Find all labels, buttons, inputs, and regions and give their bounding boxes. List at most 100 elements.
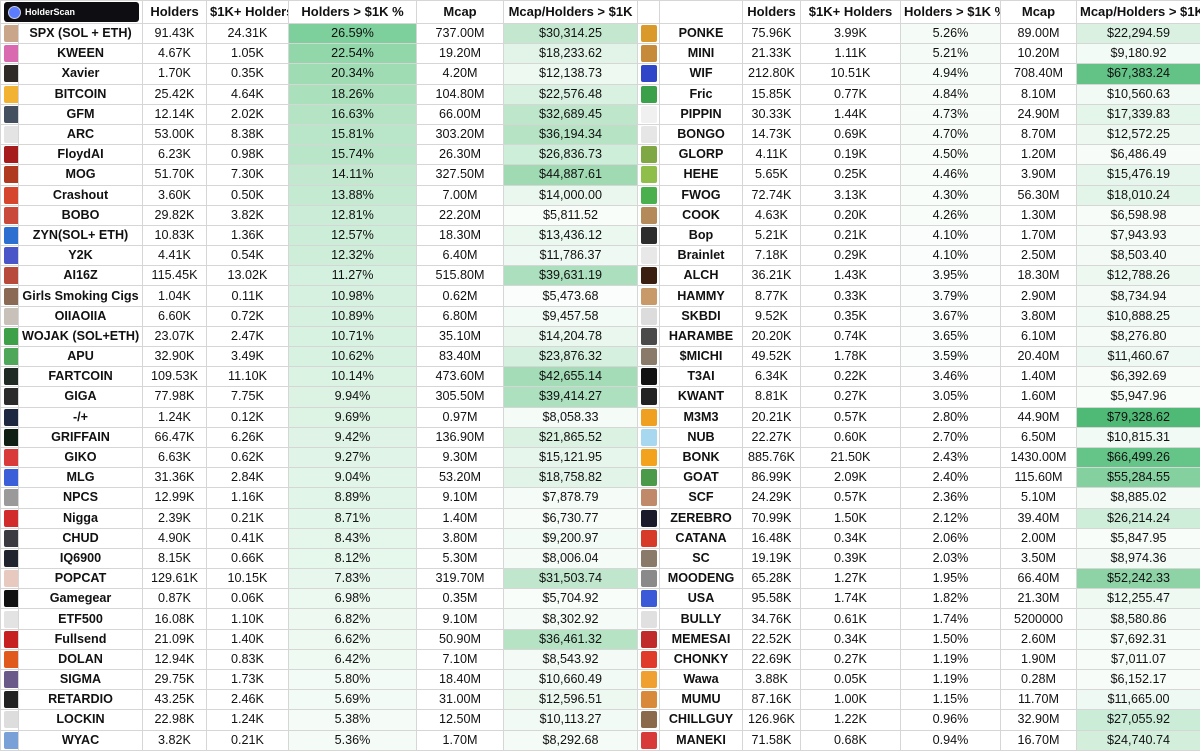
k-holders-cell[interactable]: 0.22K — [801, 367, 901, 387]
holders-cell[interactable]: 10.83K — [143, 225, 207, 245]
pct-cell[interactable]: 5.26% — [901, 24, 1001, 44]
ratio-cell[interactable]: $15,476.19 — [1077, 165, 1200, 185]
k-holders-cell[interactable]: 0.35K — [801, 306, 901, 326]
mcap-cell[interactable]: 1.60M — [1001, 387, 1077, 407]
token-name-cell[interactable]: HARAMBE — [660, 326, 743, 346]
ratio-cell[interactable]: $18,233.62 — [504, 44, 638, 64]
pct-cell[interactable]: 22.54% — [289, 44, 417, 64]
pct-cell[interactable]: 16.63% — [289, 104, 417, 124]
holders-cell[interactable]: 86.99K — [743, 468, 801, 488]
ratio-cell[interactable]: $26,214.24 — [1077, 508, 1200, 528]
ratio-cell[interactable]: $5,947.96 — [1077, 387, 1200, 407]
pct-cell[interactable]: 3.46% — [901, 367, 1001, 387]
token-name-cell[interactable]: ARC — [19, 124, 143, 144]
pct-cell[interactable]: 2.80% — [901, 407, 1001, 427]
pct-cell[interactable]: 3.59% — [901, 347, 1001, 367]
holders-cell[interactable]: 12.14K — [143, 104, 207, 124]
ratio-cell[interactable]: $67,383.24 — [1077, 64, 1200, 84]
holders-cell[interactable]: 5.21K — [743, 225, 801, 245]
ratio-cell[interactable]: $10,113.27 — [504, 710, 638, 730]
pct-cell[interactable]: 10.14% — [289, 367, 417, 387]
pct-cell[interactable]: 10.89% — [289, 306, 417, 326]
holders-cell[interactable]: 20.21K — [743, 407, 801, 427]
ratio-cell[interactable]: $10,815.31 — [1077, 427, 1200, 447]
holders-cell[interactable]: 8.15K — [143, 548, 207, 568]
ratio-cell[interactable]: $42,655.14 — [504, 367, 638, 387]
k-holders-cell[interactable]: 1.11K — [801, 44, 901, 64]
pct-cell[interactable]: 5.36% — [289, 730, 417, 750]
k-holders-cell[interactable]: 0.20K — [801, 205, 901, 225]
pct-cell[interactable]: 4.73% — [901, 104, 1001, 124]
k-holders-cell[interactable]: 0.60K — [801, 427, 901, 447]
holders-cell[interactable]: 12.94K — [143, 649, 207, 669]
k-holders-cell[interactable]: 0.50K — [207, 185, 289, 205]
k-holders-cell[interactable]: 0.69K — [801, 124, 901, 144]
mcap-cell[interactable]: 1.40M — [1001, 367, 1077, 387]
k-holders-cell[interactable]: 2.84K — [207, 468, 289, 488]
ratio-cell[interactable]: $21,865.52 — [504, 427, 638, 447]
holders-cell[interactable]: 8.77K — [743, 286, 801, 306]
pct-cell[interactable]: 15.74% — [289, 145, 417, 165]
mcap-cell[interactable]: 1.20M — [1001, 145, 1077, 165]
holders-cell[interactable]: 115.45K — [143, 266, 207, 286]
pct-cell[interactable]: 6.62% — [289, 629, 417, 649]
token-name-cell[interactable]: SKBDI — [660, 306, 743, 326]
mcap-cell[interactable]: 12.50M — [417, 710, 504, 730]
pct-cell[interactable]: 26.59% — [289, 24, 417, 44]
holders-cell[interactable]: 22.69K — [743, 649, 801, 669]
holders-cell[interactable]: 1.70K — [143, 64, 207, 84]
mcap-cell[interactable]: 115.60M — [1001, 468, 1077, 488]
k-holders-cell[interactable]: 1.40K — [207, 629, 289, 649]
mcap-cell[interactable]: 6.40M — [417, 246, 504, 266]
holders-cell[interactable]: 34.76K — [743, 609, 801, 629]
mcap-cell[interactable]: 2.90M — [1001, 286, 1077, 306]
token-name-cell[interactable]: PIPPIN — [660, 104, 743, 124]
pct-cell[interactable]: 9.42% — [289, 427, 417, 447]
pct-cell[interactable]: 6.42% — [289, 649, 417, 669]
mcap-cell[interactable]: 7.00M — [417, 185, 504, 205]
token-name-cell[interactable]: BOBO — [19, 205, 143, 225]
pct-cell[interactable]: 3.65% — [901, 326, 1001, 346]
holders-cell[interactable]: 1.24K — [143, 407, 207, 427]
ratio-cell[interactable]: $6,152.17 — [1077, 670, 1200, 690]
mcap-cell[interactable]: 26.30M — [417, 145, 504, 165]
mcap-cell[interactable]: 8.70M — [1001, 124, 1077, 144]
token-name-cell[interactable]: Xavier — [19, 64, 143, 84]
token-name-cell[interactable]: $MICHI — [660, 347, 743, 367]
mcap-cell[interactable]: 3.80M — [1001, 306, 1077, 326]
ratio-cell[interactable]: $8,006.04 — [504, 548, 638, 568]
k-holders-cell[interactable]: 0.34K — [801, 528, 901, 548]
ratio-cell[interactable]: $11,786.37 — [504, 246, 638, 266]
pct-cell[interactable]: 12.32% — [289, 246, 417, 266]
ratio-cell[interactable]: $36,194.34 — [504, 124, 638, 144]
holders-cell[interactable]: 77.98K — [143, 387, 207, 407]
pct-cell[interactable]: 1.15% — [901, 690, 1001, 710]
token-name-cell[interactable]: GIKO — [19, 447, 143, 467]
pct-cell[interactable]: 20.34% — [289, 64, 417, 84]
k-holders-cell[interactable]: 1.10K — [207, 609, 289, 629]
ratio-cell[interactable]: $31,503.74 — [504, 569, 638, 589]
mcap-cell[interactable]: 6.80M — [417, 306, 504, 326]
